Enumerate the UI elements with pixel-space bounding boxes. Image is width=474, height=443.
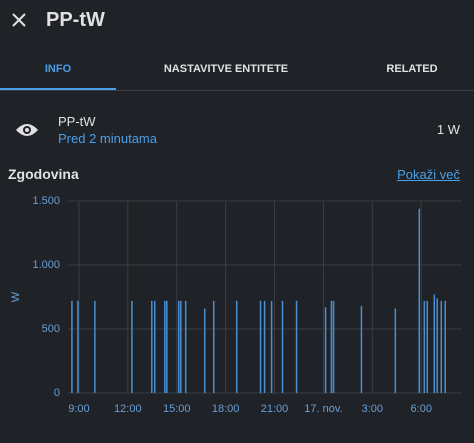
bar [394,308,397,393]
bar [418,208,421,393]
close-icon[interactable] [8,9,30,31]
bar [360,305,363,393]
bar [71,300,73,393]
tab[interactable]: NASTAVITVE ENTITETE [163,63,289,75]
y-tick-label: 0 [54,387,60,399]
tab[interactable]: RELATED [386,63,438,75]
x-tick-label: 6:00 [411,403,432,415]
x-tick-label: 17. nov. [304,403,342,415]
bar [166,300,168,393]
bar [77,300,79,393]
show-more-link[interactable]: Pokaži več [397,167,460,182]
y-tick-label: 1.000 [32,259,60,271]
bar [324,307,327,393]
entity-state: 1 W [436,122,460,137]
bar [433,294,436,393]
y-tick-label: 500 [42,323,60,335]
bar [131,300,133,393]
bar [423,300,426,393]
bar [184,300,187,393]
y-axis-label: W [10,291,22,302]
bar [153,300,156,393]
tab[interactable]: INFO [0,48,116,90]
bar [330,300,333,393]
chart: 0 500 1.000 1.500 9:00 12:00 15:00 18:00 21:00 17… [10,195,462,415]
entity-name: PP-tW [58,114,96,129]
bar [436,298,438,393]
x-tick-label: 12:00 [114,403,142,415]
bar [270,300,273,393]
tab-bar: INFO NASTAVITVE ENTITETE RELATED [0,48,474,91]
eye-icon [16,124,38,136]
bar [444,300,446,393]
history-title: Zgodovina [8,166,79,182]
bar [151,300,153,393]
bar [281,300,284,393]
bar [295,300,298,393]
bar [235,300,238,393]
dialog-title: PP-tW [46,9,105,31]
bar [263,300,266,393]
last-changed: Pred 2 minutama [58,131,157,146]
x-tick-label: 9:00 [68,403,89,415]
bar [332,300,335,393]
x-tick-label: 3:00 [362,403,383,415]
x-tick-label: 18:00 [212,403,240,415]
bar [94,300,96,393]
bar [440,300,443,393]
x-tick-label: 21:00 [261,403,289,415]
bar [212,300,215,393]
bar [426,300,429,393]
bar [259,300,262,393]
bar [164,300,166,393]
y-tick-label: 1.500 [32,195,60,207]
bar [177,300,180,393]
bar [180,300,182,393]
x-tick-label: 15:00 [163,403,191,415]
bar [204,308,206,393]
